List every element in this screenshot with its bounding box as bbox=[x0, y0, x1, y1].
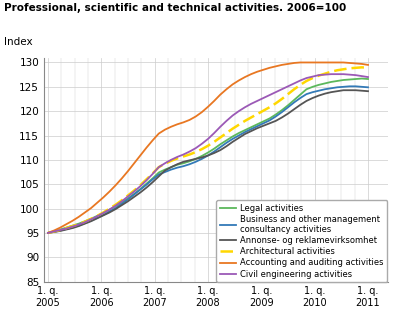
Civil engineering activities bbox=[366, 75, 370, 79]
Architectural activities bbox=[292, 87, 296, 91]
Accounting and auditing activities bbox=[230, 83, 235, 86]
Annonse- og reklamevirksomhet bbox=[236, 136, 241, 140]
Accounting and auditing activities bbox=[366, 63, 370, 67]
Business and other management
consultancy activities bbox=[329, 86, 334, 90]
Annonse- og reklamevirksomhet bbox=[230, 140, 235, 144]
Legal activities bbox=[236, 131, 241, 135]
Architectural activities bbox=[230, 127, 235, 131]
Legal activities bbox=[249, 125, 254, 129]
Accounting and auditing activities bbox=[298, 60, 303, 64]
Legal activities bbox=[292, 98, 296, 102]
Architectural activities bbox=[360, 65, 364, 69]
Legal activities bbox=[46, 231, 50, 235]
Text: Professional, scientific and technical activities. 2006=100: Professional, scientific and technical a… bbox=[4, 3, 346, 13]
Annonse- og reklamevirksomhet bbox=[329, 90, 334, 94]
Line: Annonse- og reklamevirksomhet: Annonse- og reklamevirksomhet bbox=[48, 90, 368, 233]
Accounting and auditing activities bbox=[292, 61, 296, 65]
Legal activities bbox=[329, 80, 334, 84]
Business and other management
consultancy activities bbox=[292, 100, 296, 104]
Civil engineering activities bbox=[46, 231, 50, 235]
Line: Architectural activities: Architectural activities bbox=[48, 67, 368, 233]
Architectural activities bbox=[329, 70, 334, 74]
Civil engineering activities bbox=[292, 82, 296, 85]
Civil engineering activities bbox=[230, 114, 235, 117]
Annonse- og reklamevirksomhet bbox=[366, 89, 370, 93]
Civil engineering activities bbox=[236, 109, 241, 113]
Annonse- og reklamevirksomhet bbox=[46, 231, 50, 235]
Civil engineering activities bbox=[132, 189, 136, 193]
Legal activities bbox=[366, 77, 370, 81]
Architectural activities bbox=[236, 123, 241, 127]
Accounting and auditing activities bbox=[249, 72, 254, 76]
Accounting and auditing activities bbox=[236, 79, 241, 83]
Business and other management
consultancy activities bbox=[236, 133, 241, 137]
Business and other management
consultancy activities bbox=[366, 85, 370, 89]
Text: Index: Index bbox=[4, 37, 33, 47]
Legend: Legal activities, Business and other management
consultancy activities, Annonse-: Legal activities, Business and other man… bbox=[216, 200, 387, 282]
Annonse- og reklamevirksomhet bbox=[292, 107, 296, 111]
Architectural activities bbox=[249, 116, 254, 119]
Legal activities bbox=[132, 192, 136, 196]
Legal activities bbox=[360, 76, 364, 80]
Legal activities bbox=[230, 135, 235, 139]
Line: Legal activities: Legal activities bbox=[48, 78, 368, 233]
Business and other management
consultancy activities bbox=[347, 84, 352, 88]
Annonse- og reklamevirksomhet bbox=[132, 195, 136, 199]
Annonse- og reklamevirksomhet bbox=[341, 88, 346, 92]
Civil engineering activities bbox=[249, 102, 254, 106]
Civil engineering activities bbox=[329, 72, 334, 76]
Civil engineering activities bbox=[335, 72, 340, 76]
Accounting and auditing activities bbox=[335, 60, 340, 64]
Business and other management
consultancy activities bbox=[132, 193, 136, 196]
Line: Civil engineering activities: Civil engineering activities bbox=[48, 74, 368, 233]
Accounting and auditing activities bbox=[46, 231, 50, 235]
Business and other management
consultancy activities bbox=[249, 127, 254, 131]
Architectural activities bbox=[366, 66, 370, 70]
Business and other management
consultancy activities bbox=[230, 137, 235, 141]
Accounting and auditing activities bbox=[132, 161, 136, 165]
Architectural activities bbox=[132, 188, 136, 192]
Line: Accounting and auditing activities: Accounting and auditing activities bbox=[48, 62, 368, 233]
Line: Business and other management
consultancy activities: Business and other management consultanc… bbox=[48, 86, 368, 233]
Business and other management
consultancy activities bbox=[46, 231, 50, 235]
Annonse- og reklamevirksomhet bbox=[249, 129, 254, 133]
Architectural activities bbox=[46, 231, 50, 235]
